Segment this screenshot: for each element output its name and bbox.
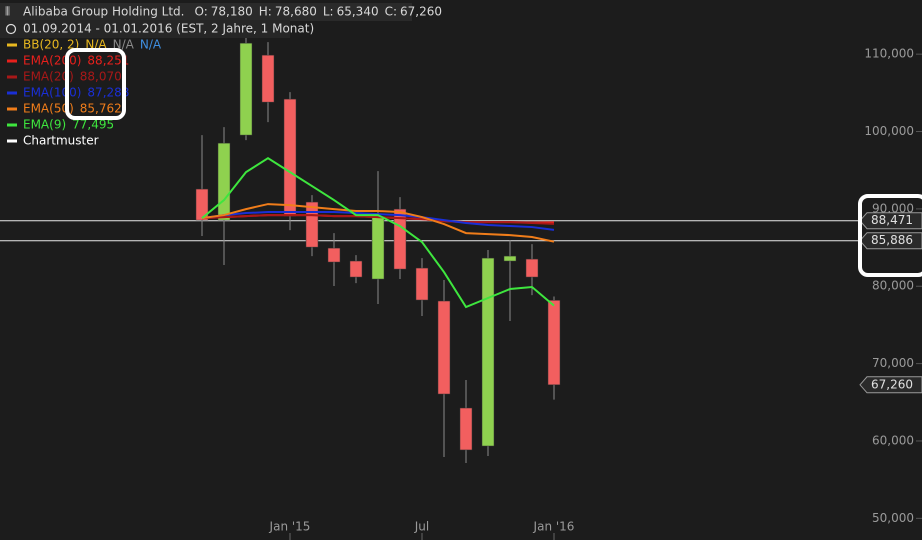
y-tick-label: 90,000 <box>872 201 914 215</box>
header: ⫴ Alibaba Group Holding Ltd. O: 78,180 H: 78,… <box>0 3 442 38</box>
header-bg <box>0 3 412 21</box>
plot: 50,000 60,000 70,000 80,000 90,000 100,000 110… <box>0 35 922 540</box>
legend-swatch <box>7 123 17 127</box>
legend-swatch <box>7 75 17 79</box>
y-tick-label: 110,000 <box>864 47 914 61</box>
legend-swatch <box>7 139 17 143</box>
ema-line <box>201 203 555 243</box>
legend-label: BB(20, 2) <box>23 38 79 52</box>
legend-label: EMA(100) <box>23 86 81 100</box>
legend-swatch <box>7 91 17 95</box>
chart-title: Alibaba Group Holding Ltd. <box>23 5 185 19</box>
legend-value: 88,251 <box>87 54 129 68</box>
ohlc-value: 65,340 <box>337 5 379 19</box>
candle-body <box>217 142 231 221</box>
candle-body <box>239 42 253 136</box>
candle-body <box>525 258 539 278</box>
legend-value: 85,762 <box>80 102 122 116</box>
y-tick-label: 80,000 <box>872 279 914 293</box>
ohlc-label: L: <box>323 5 334 19</box>
price-tag <box>859 232 922 250</box>
overlay: 88,471 85,886 67,260 ⫴ Alibaba Group Holding… <box>0 3 922 394</box>
candle-body <box>261 54 275 103</box>
subtitle: 01.09.2014 - 01.01.2016 (EST, 2 Jahre, 1… <box>23 22 314 36</box>
ohlc-label: C: <box>385 5 397 19</box>
legend-value: 87,288 <box>87 86 129 100</box>
price-tag <box>859 376 922 394</box>
x-tick-label: Jul <box>414 520 429 534</box>
y-tick-label: 100,000 <box>864 124 914 138</box>
legend-value: N/A <box>140 38 162 52</box>
header-icon: ⫴ <box>5 5 10 19</box>
ema-line <box>201 156 555 309</box>
legend-label: EMA(9) <box>23 118 66 132</box>
price-tag-label: 88,471 <box>871 213 913 227</box>
candle-body <box>415 267 429 301</box>
ema-line <box>201 211 555 231</box>
candle-body <box>481 257 495 447</box>
candle-body <box>283 98 297 217</box>
highlight-box <box>65 48 126 120</box>
legend-label: EMA(20) <box>23 70 74 84</box>
y-tick-label: 70,000 <box>872 356 914 370</box>
ema-line <box>201 214 555 225</box>
legend-label: Chartmuster <box>23 134 99 148</box>
y-tick-label: 50,000 <box>872 511 914 525</box>
legend-value: N/A <box>113 38 135 52</box>
price-tag-label: 85,886 <box>871 233 913 247</box>
y-tick-label: 60,000 <box>872 433 914 447</box>
ohlc-label: H: <box>259 5 272 19</box>
subtitle-bg <box>0 20 290 38</box>
ohlc-label: O: <box>195 5 208 19</box>
legend-label: EMA(50) <box>23 102 74 116</box>
ohlc-value: 78,180 <box>211 5 253 19</box>
ohlc-value: 67,260 <box>400 5 442 19</box>
x-tick-label: Jan '15 <box>269 520 311 534</box>
legend-label: EMA(200) <box>23 54 81 68</box>
candle-body <box>305 201 319 248</box>
candle-body <box>195 188 209 221</box>
legend-swatch <box>7 107 17 111</box>
legend-value: 77,495 <box>72 118 114 132</box>
ohlc-value: 78,680 <box>275 5 317 19</box>
candle-body <box>437 300 451 395</box>
candle-body <box>547 300 561 386</box>
candle-body <box>327 247 341 263</box>
price-tag-label: 67,260 <box>871 377 913 391</box>
clock-icon <box>5 23 17 35</box>
price-tag <box>859 212 922 230</box>
candle-body <box>459 407 473 451</box>
legend-value: 88,070 <box>80 70 122 84</box>
x-tick-label: Jan '16 <box>533 520 575 534</box>
highlight-box <box>858 194 922 277</box>
candle-body <box>503 255 517 262</box>
candle-body <box>349 260 363 278</box>
legend-swatch <box>7 43 17 47</box>
candle-body <box>371 216 385 280</box>
legend-swatch <box>7 59 17 63</box>
